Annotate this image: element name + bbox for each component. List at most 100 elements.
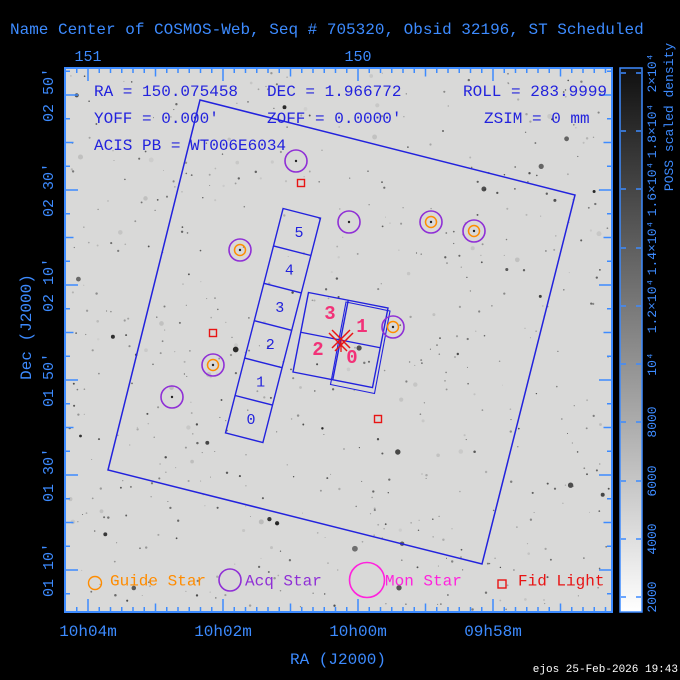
sky-dot (290, 368, 292, 371)
sky-faint-blob (118, 230, 123, 235)
sky-dot (405, 93, 407, 95)
sky-dot (164, 329, 166, 331)
colorbar-tick-label: 6000 (645, 465, 660, 496)
sky-dot (326, 477, 329, 480)
sky-dot (466, 276, 468, 279)
sky-dot (125, 514, 128, 517)
guide-star-circle (467, 224, 481, 238)
sky-dot (165, 471, 167, 473)
sky-dot (440, 603, 442, 605)
sky-dot (224, 594, 227, 597)
sky-dot (585, 137, 589, 140)
sky-faint-blob (582, 141, 585, 144)
sky-dot (399, 324, 402, 326)
sky-dot (454, 356, 456, 358)
sky-dot (595, 469, 598, 472)
sky-faint-blob (290, 273, 293, 276)
sky-dot (383, 186, 386, 189)
sky-dot (400, 559, 403, 562)
sky-dot (286, 464, 288, 466)
sky-dot (215, 597, 217, 599)
sky-dot (70, 168, 73, 171)
sky-dot (98, 372, 100, 375)
acis-s-chip-label: 1 (256, 375, 265, 392)
sky-star-dot (600, 492, 605, 497)
sky-dot (562, 91, 565, 93)
sky-dot (465, 439, 467, 441)
sky-dot (269, 396, 272, 399)
sky-dot (372, 490, 375, 493)
sky-faint-blob (190, 459, 194, 464)
sky-dot (564, 95, 567, 98)
sky-dot (174, 350, 176, 353)
sky-dot (592, 302, 595, 305)
sky-dot (273, 107, 275, 110)
acq-star-circle (381, 315, 405, 339)
sky-dot (470, 166, 473, 169)
sky-star-dot (395, 449, 401, 455)
sky-star-dot (553, 198, 557, 202)
sky-star-dot (567, 482, 574, 488)
sky-dot (216, 506, 219, 509)
legend-label: Fid Light (518, 573, 604, 591)
plot-frame (64, 67, 613, 613)
roll-value: ROLL = 283.9999 (463, 83, 607, 101)
sky-dot (383, 528, 385, 530)
sky-dot (85, 333, 87, 336)
sky-dot (91, 349, 94, 352)
sky-dot (214, 167, 217, 170)
sky-dot (119, 486, 122, 489)
sky-star-dot (232, 346, 239, 353)
sky-faint-blob (599, 423, 602, 426)
sky-dot (555, 235, 557, 237)
sky-dot (337, 295, 340, 299)
sky-dot (277, 574, 280, 577)
colorbar-tick-label: 8000 (645, 406, 660, 437)
sky-dot (545, 250, 547, 252)
sky-dot (152, 363, 154, 366)
sky-faint-blob (119, 117, 123, 120)
sky-dot (87, 241, 90, 244)
sky-dot (605, 545, 608, 548)
sky-dot (327, 562, 329, 564)
sky-dot (263, 396, 266, 399)
sky-dot (173, 109, 175, 111)
sky-dot (196, 441, 199, 445)
sky-dot (592, 136, 595, 139)
sky-dot (385, 216, 386, 218)
sky-dot (445, 232, 448, 234)
sky-dot (73, 404, 76, 407)
sky-dot (553, 248, 556, 251)
sky-dot (583, 557, 585, 559)
sky-dot (181, 191, 183, 193)
fov-outline (107, 99, 576, 565)
sky-dot (164, 456, 167, 459)
sky-dot (503, 173, 506, 176)
sky-dot (503, 292, 506, 295)
sky-faint-blob (547, 113, 553, 119)
sky-dot (517, 98, 520, 101)
sky-dot (479, 90, 481, 92)
sky-dot (381, 72, 383, 74)
sky-dot (279, 550, 282, 552)
sky-faint-blob (233, 343, 239, 348)
sky-faint-blob (148, 157, 154, 163)
ra-tick-label: 10h00m (329, 623, 387, 641)
sky-dot (481, 243, 484, 246)
guide-star-circle (233, 243, 247, 257)
sky-dot (172, 180, 175, 183)
legend-purple-marker (218, 568, 242, 592)
sky-dot (583, 467, 586, 470)
sky-dot (156, 316, 158, 318)
sky-dot (169, 506, 172, 510)
sky-dot (387, 492, 389, 494)
sky-faint-blob (270, 160, 274, 164)
ra-tick-label: 09h58m (464, 623, 522, 641)
acis-pb-value: ACIS PB = WT006E6034 (94, 137, 286, 155)
colorbar-tick-label: 1.4×10⁴ (645, 221, 660, 276)
sky-dot (408, 361, 411, 363)
sky-dot (245, 484, 247, 487)
sky-dot (321, 149, 323, 151)
sky-dot (175, 537, 178, 540)
dec-tick-label: 01 50' (41, 353, 58, 407)
